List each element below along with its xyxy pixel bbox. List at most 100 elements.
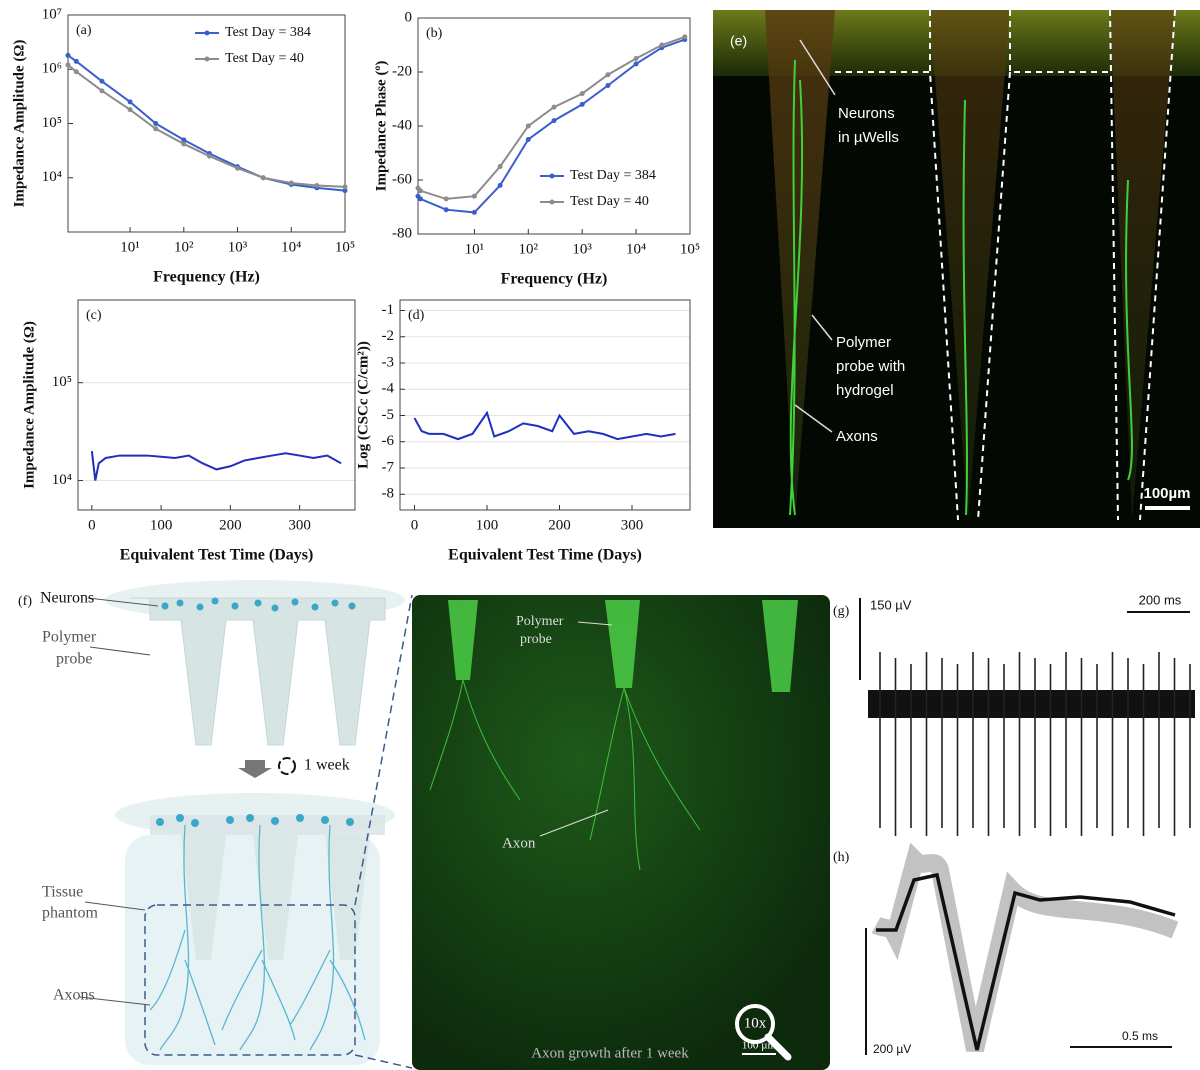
label: Polymer (836, 334, 891, 351)
shape (289, 824, 366, 1051)
series-line (417, 35, 686, 200)
panel-label: (a) (76, 23, 92, 38)
x-axis-label: Equivalent Test Time (Days) (120, 547, 314, 564)
x-tick-label: 10³ (228, 239, 248, 255)
shape (144, 904, 356, 1056)
shape (789, 59, 1133, 516)
y-tick-label: 10⁵ (42, 115, 62, 131)
shape (835, 9, 1176, 521)
label: (h) (833, 850, 850, 865)
shape (876, 872, 1176, 1051)
label: (e) (730, 33, 747, 49)
label: Axon growth after 1 week (531, 1045, 689, 1061)
marker (153, 121, 159, 126)
marker (551, 118, 557, 124)
charts: 10⁴ 10⁵ 10⁶ 10⁷ 10¹ 10² 10³ 10⁴ 10⁵ Test Day = 38… (11, 6, 700, 563)
label: Polymer (42, 629, 97, 646)
legend-marker (204, 30, 210, 36)
plot-frame (417, 17, 691, 235)
legend-marker (549, 199, 555, 205)
legend-label: Test Day = 40 (570, 194, 649, 209)
y-tick-label: 10⁴ (52, 472, 72, 488)
label: phantom (42, 905, 99, 922)
marker (65, 62, 71, 68)
y-tick-label: 10⁵ (52, 374, 72, 390)
shape (211, 597, 219, 605)
y-tick-label: -80 (392, 225, 412, 241)
label: probe (520, 632, 552, 647)
shape (191, 819, 199, 827)
label: 100µm (1143, 485, 1190, 502)
marker (99, 88, 105, 94)
shape (161, 602, 169, 610)
legend-marker (549, 173, 555, 179)
shape (735, 1004, 775, 1044)
panel-h: (h) 200 µV 0.5 ms (833, 842, 1179, 1056)
shape (296, 814, 304, 822)
label: Axon (502, 835, 536, 851)
marker (181, 141, 187, 147)
shape (156, 814, 354, 827)
shape (605, 600, 640, 688)
x-tick-label: 10¹ (120, 239, 140, 255)
plot-frame (67, 14, 346, 233)
marker (659, 42, 665, 48)
marker (471, 193, 477, 199)
marker (65, 52, 71, 58)
marker (497, 182, 503, 188)
y-tick-label: -7 (382, 459, 395, 475)
label: 150 µV (870, 597, 912, 612)
marker (181, 137, 187, 143)
shape (89, 646, 151, 656)
shape (539, 809, 609, 837)
x-tick-label: 10⁴ (626, 241, 646, 257)
x-tick-label: 0 (411, 517, 419, 533)
x-tick-label: 100 (150, 517, 173, 533)
marker (342, 188, 348, 194)
shape (226, 816, 234, 824)
series-line (413, 410, 676, 441)
label: Polymer (516, 614, 564, 629)
y-tick-label: 10⁴ (42, 169, 62, 185)
shape (354, 594, 413, 906)
y-tick-label: -3 (382, 354, 395, 370)
legend-label: Test Day = 40 (225, 51, 304, 66)
legend-marker (204, 56, 210, 62)
shape (149, 824, 366, 1051)
shape (149, 824, 216, 1051)
shape (331, 599, 339, 607)
series-line (90, 450, 342, 481)
panel-e: (e) Neurons in µWells Polymer probe with… (713, 9, 1200, 528)
x-tick-label: 300 (621, 517, 644, 533)
x-tick-label: 10⁵ (680, 241, 700, 257)
x-tick-label: 200 (219, 517, 242, 533)
shape (321, 816, 329, 824)
shape (176, 814, 184, 822)
y-tick-label: -2 (382, 328, 395, 344)
shape (764, 1033, 792, 1061)
x-tick-label: 10² (519, 241, 539, 257)
shape (254, 599, 262, 607)
label: probe (56, 651, 92, 668)
shape (196, 603, 204, 611)
label: 0.5 ms (1122, 1029, 1158, 1043)
x-axis-label: Frequency (Hz) (501, 271, 608, 288)
shape (150, 620, 165, 745)
series-line (417, 38, 686, 214)
series-line (67, 64, 346, 188)
shape (176, 599, 184, 607)
marker (288, 180, 294, 186)
shape (762, 600, 798, 692)
shape (161, 597, 356, 612)
panel-label: (b) (426, 26, 443, 41)
label: Axons (53, 987, 95, 1004)
marker (73, 58, 79, 64)
y-tick-label: -6 (382, 433, 395, 449)
marker (73, 69, 79, 75)
shape (231, 602, 239, 610)
shape (84, 901, 146, 911)
y-axis-label: Impedance Amplitude (Ω) (11, 40, 27, 208)
y-tick-label: 0 (405, 9, 413, 25)
noise-band (868, 690, 1195, 718)
marker (417, 196, 423, 202)
